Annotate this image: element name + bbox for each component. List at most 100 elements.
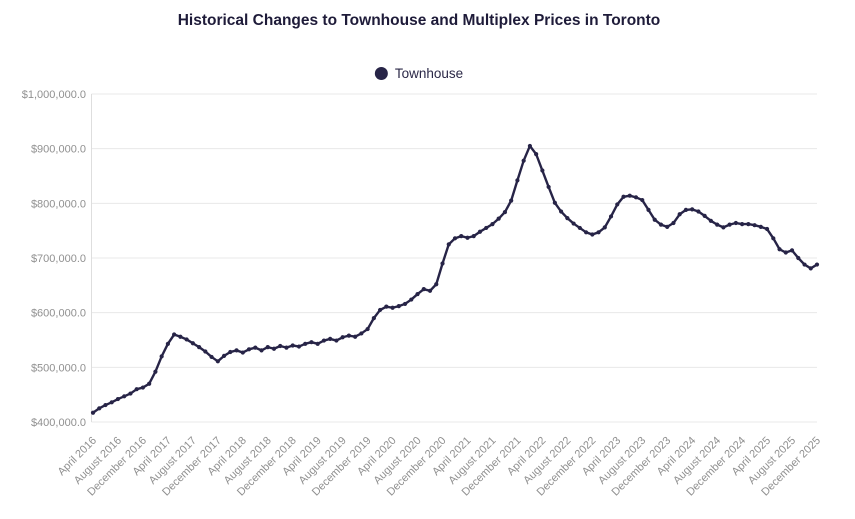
- data-point-marker[interactable]: [465, 235, 470, 240]
- data-point-marker[interactable]: [608, 214, 614, 219]
- data-point-marker[interactable]: [396, 304, 401, 309]
- data-point-marker[interactable]: [559, 209, 564, 214]
- data-point-marker[interactable]: [814, 262, 820, 267]
- data-point-marker[interactable]: [184, 337, 189, 342]
- data-point-marker[interactable]: [490, 222, 495, 227]
- data-point-marker[interactable]: [615, 202, 620, 207]
- data-point-marker[interactable]: [284, 345, 289, 350]
- data-point-marker[interactable]: [140, 385, 146, 390]
- data-point-marker[interactable]: [527, 143, 533, 149]
- data-point-marker[interactable]: [702, 213, 707, 219]
- data-point-marker[interactable]: [253, 345, 258, 350]
- data-point-marker[interactable]: [115, 396, 121, 402]
- data-point-marker[interactable]: [671, 220, 676, 226]
- data-point-marker[interactable]: [165, 341, 170, 346]
- data-point-marker[interactable]: [583, 230, 589, 235]
- data-point-marker[interactable]: [552, 200, 557, 205]
- data-point-marker[interactable]: [484, 225, 489, 231]
- data-point-marker[interactable]: [172, 332, 177, 337]
- data-point-marker[interactable]: [521, 158, 526, 163]
- data-point-marker[interactable]: [209, 354, 214, 360]
- data-point-marker[interactable]: [471, 234, 476, 239]
- data-point-marker[interactable]: [321, 338, 327, 343]
- data-point-marker[interactable]: [278, 343, 283, 349]
- data-point-marker[interactable]: [740, 222, 745, 227]
- data-point-marker[interactable]: [346, 333, 351, 338]
- data-point-marker[interactable]: [221, 353, 227, 358]
- data-point-marker[interactable]: [240, 350, 245, 355]
- data-point-marker[interactable]: [203, 349, 208, 354]
- data-point-marker[interactable]: [577, 225, 582, 231]
- data-point-marker[interactable]: [715, 222, 720, 227]
- data-point-marker[interactable]: [296, 344, 302, 349]
- data-point-marker[interactable]: [190, 341, 195, 346]
- data-point-marker[interactable]: [409, 297, 414, 302]
- data-point-marker[interactable]: [109, 400, 114, 405]
- data-point-marker[interactable]: [153, 369, 158, 374]
- data-point-marker[interactable]: [565, 215, 570, 221]
- data-point-marker[interactable]: [665, 224, 670, 229]
- data-point-marker[interactable]: [128, 391, 133, 396]
- data-point-marker[interactable]: [796, 255, 801, 261]
- data-point-marker[interactable]: [359, 331, 364, 336]
- data-point-marker[interactable]: [265, 345, 270, 350]
- data-point-marker[interactable]: [758, 224, 763, 229]
- data-point-marker[interactable]: [365, 326, 370, 332]
- data-point-marker[interactable]: [147, 381, 152, 386]
- data-point-marker[interactable]: [752, 223, 757, 228]
- data-point-marker[interactable]: [789, 248, 795, 253]
- data-point-marker[interactable]: [328, 336, 333, 342]
- data-point-marker[interactable]: [402, 301, 408, 307]
- data-point-marker[interactable]: [353, 334, 358, 339]
- data-point-marker[interactable]: [534, 152, 539, 157]
- data-point-marker[interactable]: [602, 225, 607, 230]
- data-point-marker[interactable]: [103, 402, 108, 408]
- data-point-marker[interactable]: [652, 217, 657, 222]
- data-point-marker[interactable]: [303, 341, 308, 346]
- data-point-marker[interactable]: [621, 194, 626, 199]
- data-point-marker[interactable]: [434, 282, 439, 287]
- townhouse-price-line[interactable]: [91, 144, 819, 414]
- data-point-marker[interactable]: [509, 198, 514, 203]
- data-point-marker[interactable]: [708, 218, 714, 223]
- data-point-marker[interactable]: [415, 291, 420, 297]
- data-point-marker[interactable]: [771, 236, 776, 241]
- data-point-marker[interactable]: [178, 334, 183, 339]
- data-point-marker[interactable]: [596, 230, 601, 235]
- data-point-marker[interactable]: [727, 222, 732, 227]
- data-point-marker[interactable]: [571, 221, 576, 226]
- data-point-marker[interactable]: [246, 347, 252, 352]
- data-point-marker[interactable]: [197, 345, 202, 350]
- data-point-marker[interactable]: [440, 261, 445, 266]
- data-point-marker[interactable]: [783, 250, 788, 255]
- data-point-marker[interactable]: [777, 247, 782, 252]
- data-point-marker[interactable]: [640, 197, 645, 203]
- data-point-marker[interactable]: [97, 406, 102, 411]
- data-point-marker[interactable]: [658, 222, 664, 227]
- data-point-marker[interactable]: [633, 195, 639, 200]
- data-point-marker[interactable]: [315, 341, 320, 346]
- data-point-marker[interactable]: [546, 184, 551, 190]
- data-point-marker[interactable]: [421, 287, 426, 292]
- data-point-marker[interactable]: [384, 304, 389, 309]
- data-point-marker[interactable]: [228, 349, 233, 355]
- data-point-marker[interactable]: [764, 226, 770, 232]
- data-point-marker[interactable]: [446, 242, 451, 247]
- data-point-marker[interactable]: [340, 335, 345, 340]
- data-point-marker[interactable]: [646, 207, 651, 212]
- data-point-marker[interactable]: [452, 236, 458, 241]
- data-point-marker[interactable]: [371, 316, 376, 321]
- data-point-marker[interactable]: [590, 232, 595, 237]
- data-point-marker[interactable]: [683, 207, 689, 212]
- data-point-marker[interactable]: [290, 343, 295, 348]
- data-point-marker[interactable]: [215, 359, 220, 364]
- data-point-marker[interactable]: [234, 348, 239, 353]
- data-point-marker[interactable]: [808, 266, 813, 271]
- data-point-marker[interactable]: [378, 307, 383, 313]
- data-point-marker[interactable]: [515, 178, 520, 183]
- data-point-marker[interactable]: [427, 288, 433, 293]
- data-point-marker[interactable]: [309, 340, 314, 345]
- data-point-marker[interactable]: [746, 222, 751, 227]
- data-point-marker[interactable]: [90, 410, 96, 415]
